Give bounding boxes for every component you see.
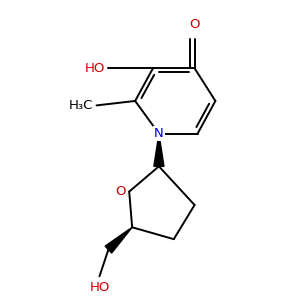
Text: N: N [154,127,164,140]
Text: O: O [116,185,126,198]
Text: HO: HO [85,62,105,75]
Polygon shape [154,134,164,166]
Text: H₃C: H₃C [69,99,94,112]
Text: O: O [189,18,200,31]
Polygon shape [105,227,132,253]
Text: HO: HO [89,281,110,294]
